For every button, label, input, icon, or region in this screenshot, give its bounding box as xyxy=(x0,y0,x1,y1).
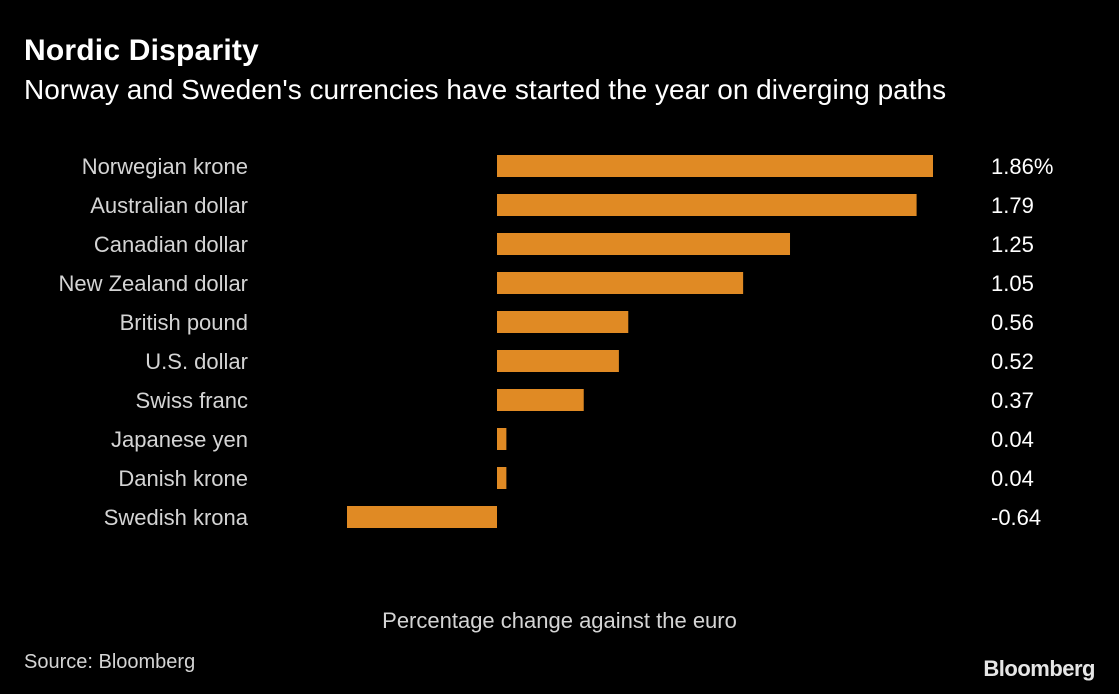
bar xyxy=(497,233,791,255)
value-label: 1.25 xyxy=(991,232,1034,257)
category-label: New Zealand dollar xyxy=(58,271,248,296)
source-note: Source: Bloomberg xyxy=(24,651,196,673)
bar xyxy=(497,311,629,333)
chart-title: Nordic Disparity xyxy=(24,34,259,67)
value-label: 0.56 xyxy=(991,310,1034,335)
bloomberg-logo: Bloomberg xyxy=(983,656,1095,681)
bar xyxy=(497,428,507,450)
category-label: Danish krone xyxy=(118,466,248,491)
x-axis-label-text: Percentage change against the euro xyxy=(382,608,737,633)
value-label: 0.04 xyxy=(991,427,1034,452)
chart-subtitle: Norway and Sweden's currencies have star… xyxy=(24,74,947,105)
category-label: Norwegian krone xyxy=(82,154,248,179)
category-label: Australian dollar xyxy=(90,193,248,218)
value-label: 0.52 xyxy=(991,349,1034,374)
value-label: 1.05 xyxy=(991,271,1034,296)
value-label: 0.04 xyxy=(991,466,1034,491)
category-label: Swedish krona xyxy=(104,505,249,530)
value-label: 0.37 xyxy=(991,388,1034,413)
value-label: -0.64 xyxy=(991,505,1041,530)
bar xyxy=(497,194,917,216)
category-label: U.S. dollar xyxy=(145,349,248,374)
value-label: 1.79 xyxy=(991,193,1034,218)
category-label: Japanese yen xyxy=(111,427,248,452)
bar xyxy=(347,506,497,528)
bar xyxy=(497,155,933,177)
bar xyxy=(497,467,507,489)
value-label: 1.86% xyxy=(991,154,1053,179)
x-axis-label: Percentage change against the euro xyxy=(0,608,1119,634)
bar xyxy=(497,272,744,294)
category-label: Canadian dollar xyxy=(94,232,248,257)
bar-chart: Norwegian krone 1.86% Australian dollar 1.7… xyxy=(58,154,1053,530)
bar xyxy=(497,389,584,411)
category-label: British pound xyxy=(120,310,248,335)
category-label: Swiss franc xyxy=(136,388,248,413)
bar xyxy=(497,350,619,372)
